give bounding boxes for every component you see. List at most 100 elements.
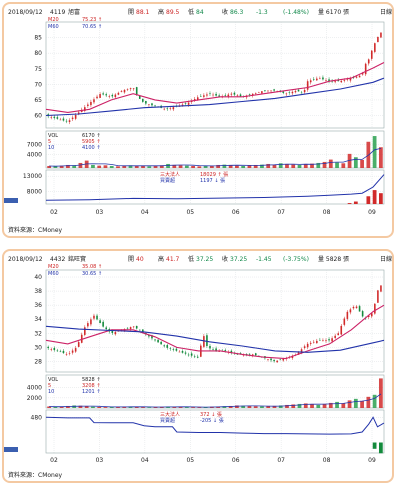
volume-bar — [228, 165, 233, 168]
institutional-panel-border — [45, 409, 385, 454]
volume-legend-label: 5 — [48, 383, 51, 389]
volume-bar — [378, 147, 383, 168]
source-label: 資料來源： — [8, 472, 39, 479]
ma60-line — [45, 325, 385, 353]
volume-bar — [297, 164, 302, 168]
volume-bar — [197, 407, 202, 408]
price-tick-label: 28 — [34, 358, 42, 365]
volume-bar — [59, 406, 64, 408]
candle-body — [380, 285, 382, 292]
institutional-bar — [372, 442, 377, 449]
candle-body — [184, 103, 187, 104]
volume-panel-border — [45, 374, 385, 409]
volume-bar — [310, 163, 314, 168]
volume-bar — [103, 165, 108, 168]
volume-bar — [53, 406, 58, 408]
high-label: 高 — [158, 8, 164, 16]
candle-body — [291, 91, 294, 94]
candle-body — [325, 340, 327, 342]
volume-bar — [178, 406, 183, 408]
low-label: 低 — [188, 8, 194, 16]
candle-body — [325, 80, 327, 81]
candle-body — [166, 108, 169, 110]
volume-bar — [191, 407, 195, 408]
volume-bar — [109, 406, 114, 408]
header-date: 2018/09/12 — [8, 9, 43, 16]
open-value: 40 — [136, 256, 144, 263]
volume-bar — [141, 165, 145, 168]
volume-bar — [153, 165, 158, 168]
volume-bar — [91, 164, 95, 168]
source-note-1: 資料來源：CMoney — [8, 225, 62, 234]
candle-body — [367, 315, 370, 318]
candle-body — [254, 92, 257, 94]
candle-body — [50, 117, 53, 118]
candle-body — [206, 94, 208, 96]
candle-body — [114, 332, 117, 335]
candle-body — [346, 79, 349, 80]
candle-body — [74, 115, 77, 119]
institutional-panel-border — [45, 169, 385, 205]
candle-body — [84, 107, 86, 111]
candle-body — [230, 350, 233, 353]
volume-bar — [209, 165, 214, 168]
candle-body — [245, 354, 248, 355]
candle-body — [224, 350, 227, 352]
candle-body — [288, 92, 291, 93]
candle-body — [102, 321, 104, 327]
candle-body — [166, 345, 169, 348]
price-tick-label: 40 — [34, 274, 42, 281]
volume-bar — [291, 404, 296, 408]
volume-bar — [278, 163, 283, 168]
volume-bar — [378, 378, 383, 408]
ma-legend-value: 35.08 ↑ — [82, 264, 102, 270]
candle-body — [196, 356, 199, 358]
volume-bar — [285, 164, 289, 168]
candle-body — [68, 120, 71, 122]
x-tick-label: 08 — [323, 457, 331, 464]
volume-legend-value: 5905 ↑ — [82, 139, 101, 145]
volume-legend-label: 5 — [48, 139, 51, 145]
candle-body — [343, 80, 346, 81]
candle-body — [47, 346, 49, 349]
volume-bar — [260, 406, 264, 408]
candle-body — [151, 103, 153, 106]
institutional-bar — [372, 190, 377, 204]
candle-body — [334, 335, 336, 338]
x-tick-label: 07 — [277, 209, 285, 216]
source-name: CMoney — [38, 227, 63, 234]
candle-body — [267, 359, 269, 360]
volume-legend-value: 5828 ↑ — [82, 377, 101, 383]
volume-bar — [341, 163, 346, 168]
price-tick-label: 32 — [34, 330, 42, 337]
volume-bar — [322, 403, 327, 408]
candle-body — [172, 349, 175, 350]
candle-body — [114, 94, 117, 98]
volume-bar — [116, 166, 120, 168]
candle-body — [59, 351, 62, 353]
volume-bar — [303, 163, 308, 168]
candle-body — [111, 330, 114, 334]
ma-legend-value: 75.23 ↑ — [82, 17, 102, 23]
volume-bar — [353, 157, 358, 168]
candle-body — [77, 342, 80, 347]
candle-body — [117, 92, 120, 95]
institutional-bar — [378, 442, 383, 454]
volume-bar — [347, 400, 352, 408]
candle-body — [230, 93, 233, 95]
x-tick-label: 09 — [368, 457, 376, 464]
candle-body — [227, 94, 230, 97]
institutional-bar — [366, 196, 371, 204]
low-value: 84 — [196, 9, 204, 16]
header-code: 4119 — [50, 9, 65, 16]
candle-body — [68, 353, 71, 354]
candle-body — [355, 306, 358, 309]
candle-body — [309, 342, 312, 344]
volume-bar — [184, 407, 189, 408]
header-date: 2018/09/12 — [8, 256, 43, 263]
candle-body — [129, 88, 132, 90]
candle-body — [319, 339, 321, 341]
candle-body — [203, 95, 205, 97]
price-tick-label: 75 — [34, 66, 42, 73]
x-tick-label: 05 — [186, 457, 194, 464]
